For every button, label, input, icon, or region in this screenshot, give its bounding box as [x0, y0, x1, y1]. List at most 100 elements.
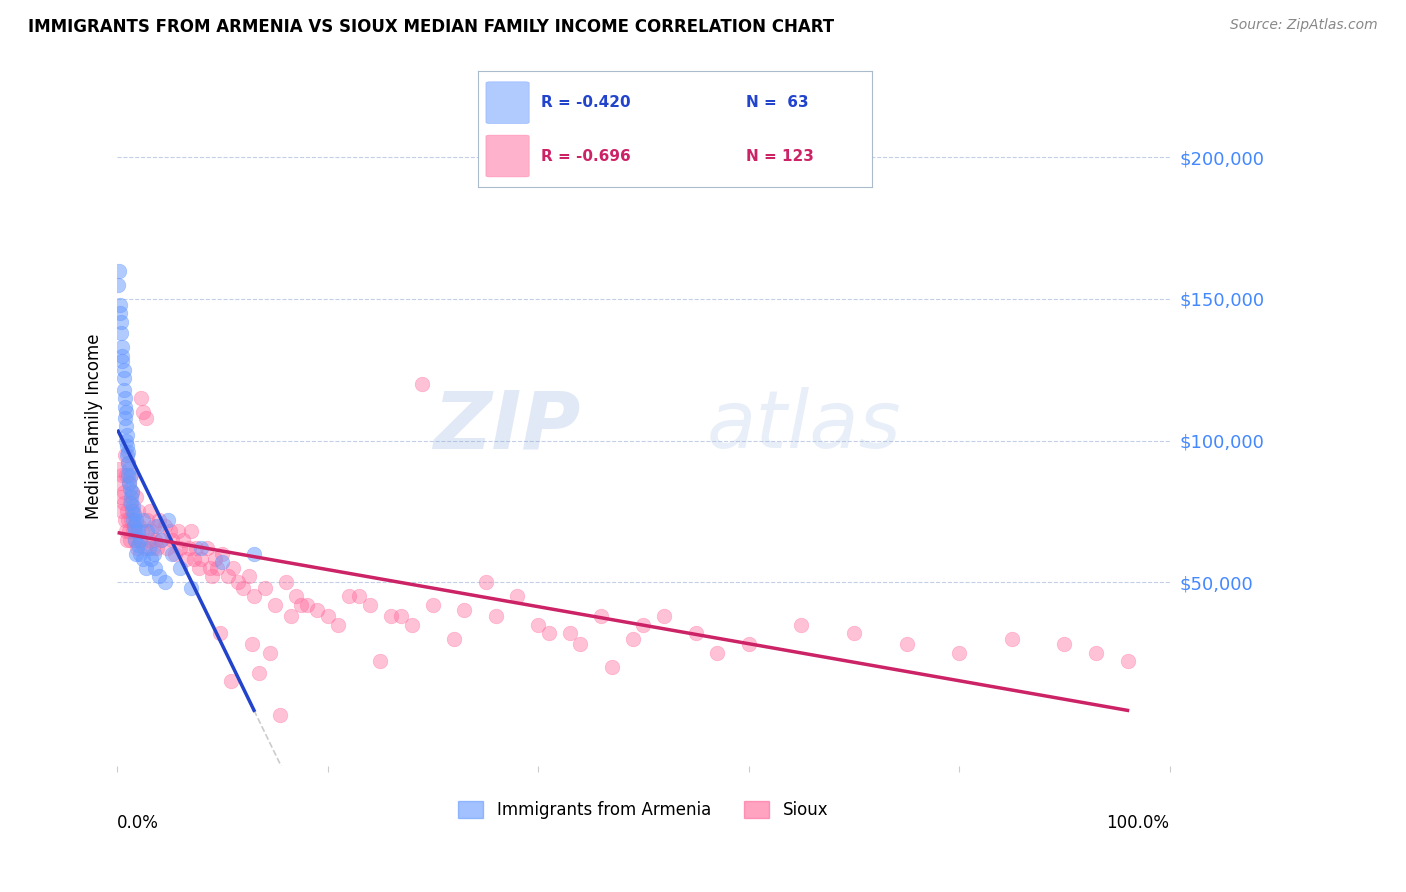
Point	[125, 490, 148, 504]
Point	[143, 547, 166, 561]
Point	[125, 513, 148, 527]
Point	[167, 524, 190, 538]
Point	[110, 306, 132, 320]
Point	[115, 439, 138, 453]
Point	[112, 362, 135, 376]
Point	[134, 541, 156, 556]
Point	[195, 541, 218, 556]
Point	[124, 533, 146, 547]
Point	[285, 590, 308, 604]
Point	[201, 569, 224, 583]
Point	[121, 484, 143, 499]
Point	[121, 484, 143, 499]
Point	[290, 598, 312, 612]
Point	[1116, 655, 1139, 669]
Point	[527, 617, 550, 632]
Point	[108, 263, 131, 277]
Point	[173, 533, 195, 547]
Point	[842, 626, 865, 640]
Text: N =  63: N = 63	[745, 95, 808, 111]
Point	[127, 538, 149, 552]
Point	[349, 590, 371, 604]
Point	[948, 646, 970, 660]
Point	[485, 609, 508, 624]
Point	[558, 626, 581, 640]
Point	[122, 513, 145, 527]
Point	[222, 561, 245, 575]
Point	[633, 617, 655, 632]
Point	[180, 581, 202, 595]
Point	[205, 561, 228, 575]
Point	[131, 391, 153, 405]
Point	[114, 467, 136, 482]
Point	[114, 448, 136, 462]
Point	[247, 665, 270, 680]
Point	[328, 617, 350, 632]
Point	[600, 660, 623, 674]
Point	[139, 552, 162, 566]
Text: ZIP: ZIP	[433, 387, 581, 466]
Point	[127, 504, 149, 518]
Point	[737, 638, 759, 652]
Point	[165, 547, 187, 561]
Point	[269, 708, 291, 723]
Point	[118, 475, 141, 490]
Point	[153, 575, 176, 590]
Legend: Immigrants from Armenia, Sioux: Immigrants from Armenia, Sioux	[451, 795, 835, 826]
Point	[139, 524, 162, 538]
Point	[259, 646, 281, 660]
Text: 100.0%: 100.0%	[1107, 814, 1170, 832]
Point	[569, 638, 592, 652]
Point	[621, 632, 644, 646]
Point	[112, 371, 135, 385]
Point	[232, 581, 254, 595]
Point	[474, 575, 496, 590]
Point	[243, 547, 266, 561]
Point	[280, 609, 302, 624]
Point	[174, 552, 197, 566]
Point	[122, 507, 145, 521]
Point	[1053, 638, 1076, 652]
Point	[135, 524, 157, 538]
Point	[591, 609, 613, 624]
Point	[150, 533, 173, 547]
Point	[115, 504, 138, 518]
Point	[114, 434, 136, 448]
Point	[150, 533, 173, 547]
Point	[122, 499, 145, 513]
Point	[411, 376, 433, 391]
Text: N = 123: N = 123	[745, 148, 814, 163]
Text: R = -0.420: R = -0.420	[541, 95, 631, 111]
Point	[127, 541, 149, 556]
Point	[1084, 646, 1107, 660]
Point	[180, 524, 202, 538]
Point	[135, 561, 157, 575]
Point	[117, 456, 139, 470]
Text: IMMIGRANTS FROM ARMENIA VS SIOUX MEDIAN FAMILY INCOME CORRELATION CHART: IMMIGRANTS FROM ARMENIA VS SIOUX MEDIAN …	[28, 18, 834, 36]
Point	[115, 427, 138, 442]
Point	[110, 297, 132, 311]
Point	[243, 590, 266, 604]
Point	[159, 524, 181, 538]
Point	[110, 475, 132, 490]
Point	[790, 617, 813, 632]
Text: R = -0.696: R = -0.696	[541, 148, 631, 163]
Point	[706, 646, 728, 660]
Point	[359, 598, 381, 612]
Point	[110, 314, 132, 328]
Point	[118, 475, 141, 490]
Point	[685, 626, 707, 640]
Point	[129, 533, 152, 547]
Text: atlas: atlas	[707, 387, 901, 466]
Point	[114, 391, 136, 405]
Point	[153, 518, 176, 533]
Point	[117, 513, 139, 527]
Point	[148, 513, 170, 527]
Point	[124, 533, 146, 547]
Point	[122, 504, 145, 518]
Point	[110, 490, 132, 504]
Point	[169, 541, 191, 556]
Point	[204, 552, 226, 566]
Point	[177, 541, 200, 556]
Point	[121, 504, 143, 518]
